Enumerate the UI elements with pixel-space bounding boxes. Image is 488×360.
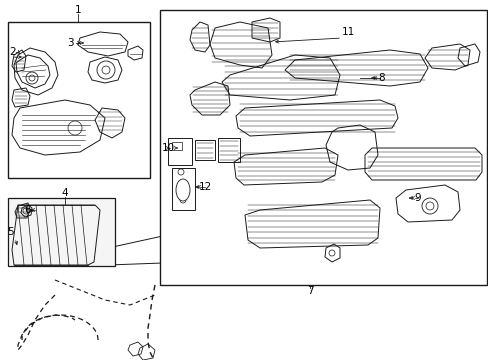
- Text: 2: 2: [10, 47, 16, 57]
- Bar: [218, 138, 240, 162]
- Ellipse shape: [176, 179, 190, 201]
- Text: 5: 5: [7, 227, 13, 237]
- Text: 1: 1: [75, 5, 81, 15]
- Bar: [172, 142, 182, 150]
- Text: 9: 9: [414, 193, 421, 203]
- Text: 7: 7: [306, 286, 313, 296]
- Text: 6: 6: [24, 205, 31, 215]
- Text: 8: 8: [378, 73, 385, 83]
- Bar: [195, 140, 215, 160]
- Text: 12: 12: [198, 182, 211, 192]
- Text: 11: 11: [341, 27, 354, 37]
- Bar: [8, 198, 115, 266]
- Bar: [172, 168, 195, 210]
- Text: 4: 4: [61, 188, 68, 198]
- Bar: [168, 138, 192, 165]
- Bar: [160, 10, 486, 285]
- Bar: [8, 22, 150, 178]
- Text: 3: 3: [66, 38, 73, 48]
- Text: 10: 10: [161, 143, 174, 153]
